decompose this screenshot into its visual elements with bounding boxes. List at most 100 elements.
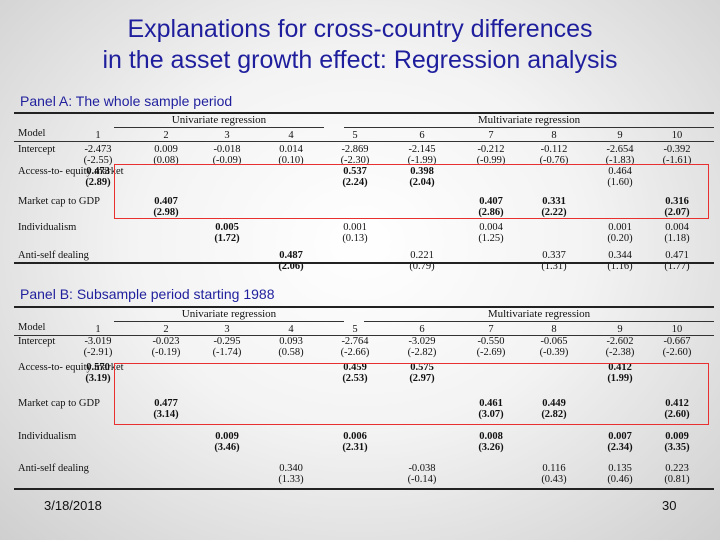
panel-b-coefficient: -0.023 <box>152 336 180 347</box>
panel-a-model-number: 7 <box>488 130 494 141</box>
panel-a-model-number: 3 <box>224 130 230 141</box>
panel-b-row-label: Individualism <box>18 431 77 442</box>
panel-a-model-number: 8 <box>551 130 557 141</box>
panel-a-coefficient: 0.337 <box>542 250 566 261</box>
panel-a-t-statistic: (-1.61) <box>662 155 692 166</box>
panel-b-t-statistic: (-2.66) <box>340 347 370 358</box>
panel-a-t-statistic: (1.72) <box>214 233 240 244</box>
panel-b-t-statistic: (3.46) <box>214 442 240 453</box>
panel-b-bottom-rule <box>14 488 714 490</box>
panel-a-t-statistic: (2.06) <box>278 261 304 272</box>
slide-title-line1: Explanations for cross-country differenc… <box>127 15 593 43</box>
panel-b-coefficient: 0.135 <box>608 463 632 474</box>
panel-b-t-statistic: (0.46) <box>607 474 633 485</box>
panel-a-label: Panel A: The whole sample period <box>20 93 233 109</box>
panel-b-coefficient: -3.029 <box>408 336 436 347</box>
panel-b-t-statistic: (-0.14) <box>407 474 437 485</box>
panel-a-coefficient: 0.014 <box>279 144 303 155</box>
panel-a-coefficient: -0.392 <box>663 144 691 155</box>
panel-a-multivariate-rule <box>344 127 714 128</box>
panel-b-row-label: Access-to- equity market <box>18 362 124 373</box>
panel-a-model-number: 1 <box>95 130 101 141</box>
panel-b-coefficient: 0.575 <box>410 362 434 373</box>
panel-b-model-number: 2 <box>163 324 169 335</box>
panel-b-t-statistic: (-0.19) <box>151 347 181 358</box>
panel-a-coefficient: -0.212 <box>477 144 505 155</box>
panel-a-model-number: 4 <box>288 130 294 141</box>
panel-a-coefficient: 0.331 <box>542 196 566 207</box>
panel-b-t-statistic: (2.82) <box>541 409 567 420</box>
panel-b-model-number: 10 <box>671 324 683 335</box>
panel-a-coefficient: 0.316 <box>665 196 689 207</box>
panel-a-t-statistic: (0.13) <box>342 233 368 244</box>
panel-a-coefficient: -2.145 <box>408 144 436 155</box>
panel-a-coefficient: 0.004 <box>479 222 503 233</box>
panel-a-t-statistic: (2.89) <box>85 177 111 188</box>
panel-b-t-statistic: (1.33) <box>278 474 304 485</box>
slide-title-line2: in the asset growth effect: Regression a… <box>102 46 618 74</box>
slide-number: 30 <box>662 498 677 513</box>
panel-a-t-statistic: (1.31) <box>541 261 567 272</box>
panel-a-univariate-rule <box>114 127 324 128</box>
panel-a-row-label: Market cap to GDP <box>18 196 100 207</box>
panel-b-coefficient: 0.007 <box>608 431 632 442</box>
panel-a-t-statistic: (1.16) <box>607 261 633 272</box>
panel-a-header-model: Model <box>18 128 46 139</box>
panel-a-coefficient: 0.004 <box>665 222 689 233</box>
panel-b-row-label: Market cap to GDP <box>18 398 100 409</box>
panel-b-t-statistic: (2.53) <box>342 373 368 384</box>
panel-b-t-statistic: (-0.39) <box>539 347 569 358</box>
panel-b-t-statistic: (0.58) <box>278 347 304 358</box>
panel-b-coefficient: 0.570 <box>86 362 110 373</box>
panel-a-t-statistic: (1.60) <box>607 177 633 188</box>
panel-a-coefficient: 0.471 <box>665 250 689 261</box>
panel-a-t-statistic: (0.08) <box>153 155 179 166</box>
panel-b-multivariate-rule <box>364 321 714 322</box>
panel-b-t-statistic: (-2.60) <box>662 347 692 358</box>
panel-a-coefficient: -2.473 <box>84 144 112 155</box>
panel-a-t-statistic: (0.10) <box>278 155 304 166</box>
panel-b-model-number: 9 <box>617 324 623 335</box>
panel-b-t-statistic: (0.81) <box>664 474 690 485</box>
panel-a-t-statistic: (-0.99) <box>476 155 506 166</box>
panel-b-coefficient: -0.295 <box>213 336 241 347</box>
panel-a-coefficient: -0.112 <box>540 144 568 155</box>
panel-a-row-label: Individualism <box>18 222 77 233</box>
panel-b-highlight-box <box>114 363 709 425</box>
panel-a-coefficient: 0.473 <box>86 166 110 177</box>
panel-b-coefficient: 0.412 <box>608 362 632 373</box>
panel-a-coefficient: 0.344 <box>608 250 632 261</box>
panel-a-t-statistic: (-1.99) <box>407 155 437 166</box>
panel-b-coefficient: 0.477 <box>154 398 178 409</box>
panel-b-coefficient: 0.008 <box>479 431 503 442</box>
panel-a-coefficient: -2.869 <box>341 144 369 155</box>
panel-a-t-statistic: (2.07) <box>664 207 690 218</box>
panel-b-t-statistic: (2.60) <box>664 409 690 420</box>
panel-b-model-number: 5 <box>352 324 358 335</box>
panel-a-t-statistic: (1.77) <box>664 261 690 272</box>
panel-b-coefficient: 0.461 <box>479 398 503 409</box>
panel-b-coefficient: -0.667 <box>663 336 691 347</box>
panel-b-coefficient: -2.764 <box>341 336 369 347</box>
panel-a-t-statistic: (0.20) <box>607 233 633 244</box>
panel-b-t-statistic: (2.97) <box>409 373 435 384</box>
panel-b-coefficient: 0.412 <box>665 398 689 409</box>
panel-b-coefficient: -0.038 <box>408 463 436 474</box>
panel-b-table: Univariate regression Multivariate regres… <box>14 306 714 492</box>
panel-b-model-number: 7 <box>488 324 494 335</box>
panel-b-t-statistic: (3.07) <box>478 409 504 420</box>
panel-b-coefficient: 0.009 <box>665 431 689 442</box>
panel-b-coefficient: 0.093 <box>279 336 303 347</box>
panel-a-t-statistic: (2.86) <box>478 207 504 218</box>
panel-b-model-number: 1 <box>95 324 101 335</box>
panel-b-coefficient: 0.116 <box>542 463 566 474</box>
panel-a-t-statistic: (-0.09) <box>212 155 242 166</box>
panel-b-t-statistic: (3.26) <box>478 442 504 453</box>
panel-b-t-statistic: (-2.38) <box>605 347 635 358</box>
panel-b-t-statistic: (-2.91) <box>83 347 113 358</box>
slide-date: 3/18/2018 <box>44 498 102 513</box>
panel-a-t-statistic: (-1.83) <box>605 155 635 166</box>
panel-a-coefficient: 0.407 <box>479 196 503 207</box>
panel-a-coefficient: 0.221 <box>410 250 434 261</box>
panel-b-t-statistic: (2.31) <box>342 442 368 453</box>
